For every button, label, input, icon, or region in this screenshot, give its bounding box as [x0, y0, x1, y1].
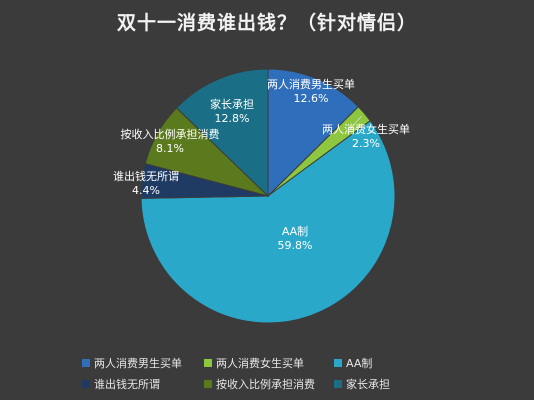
slice-value-label: 2.3%: [352, 137, 380, 150]
slice-category-label: 两人消费男生买单: [267, 77, 355, 91]
legend-label: 谁出钱无所谓: [94, 378, 160, 391]
legend-item: AA制: [334, 355, 434, 371]
legend-item: 按收入比例承担消费: [204, 376, 334, 392]
legend-swatch: [82, 380, 90, 388]
slice-category-label: AA制: [282, 225, 308, 238]
slice-value-label: 59.8%: [278, 239, 313, 252]
pie-slice: [175, 68, 269, 198]
chart-title: 双十一消费谁出钱？（针对情侣）: [116, 12, 417, 34]
slice-category-label: 两人消费女生买单: [322, 122, 410, 136]
legend-label: AA制: [346, 357, 373, 370]
legend-label: 家长承担: [346, 378, 390, 391]
legend: 两人消费男生买单 两人消费女生买单 AA制谁出钱无所谓 按收入比例承担消费 家长承担: [82, 355, 442, 392]
legend-item: 家长承担: [334, 376, 434, 392]
legend-swatch: [204, 359, 212, 367]
legend-swatch: [334, 380, 342, 388]
slice-value-label: 4.4%: [132, 184, 160, 197]
leader-line: [349, 115, 362, 130]
slice-value-label: 12.6%: [294, 92, 329, 105]
pie-slice: [140, 120, 396, 324]
slice-category-label: 按收入比例承担消费: [121, 127, 220, 141]
legend-swatch: [82, 359, 90, 367]
legend-item: 两人消费男生买单: [82, 355, 204, 371]
pie-slice: [267, 68, 360, 198]
slice-value-label: 12.8%: [215, 112, 250, 125]
slice-category-label: 家长承担: [210, 97, 254, 111]
legend-label: 按收入比例承担消费: [216, 378, 315, 391]
legend-label: 两人消费男生买单: [94, 357, 182, 370]
slice-category-label: 谁出钱无所谓: [113, 169, 179, 183]
legend-swatch: [334, 359, 342, 367]
legend-item: 两人消费女生买单: [204, 355, 334, 371]
slice-value-label: 8.1%: [156, 142, 184, 155]
legend-label: 两人消费女生买单: [216, 357, 304, 370]
legend-swatch: [204, 380, 212, 388]
legend-item: 谁出钱无所谓: [82, 376, 204, 392]
